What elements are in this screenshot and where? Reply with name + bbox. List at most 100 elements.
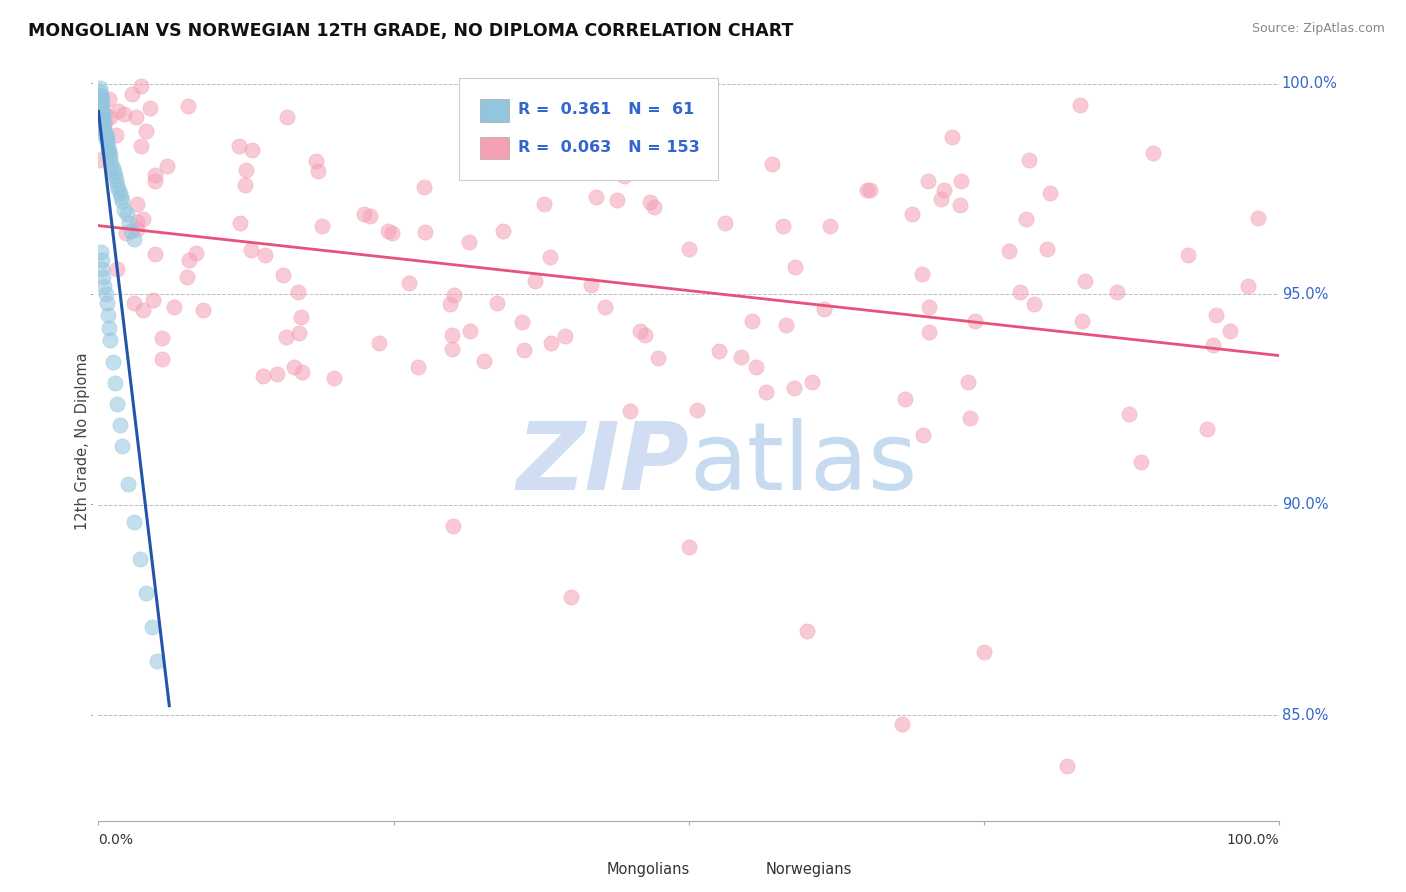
Point (441, 518, 464, 533)
Point (311, 219, 333, 234)
Point (96, 131, 118, 145)
Point (283, 360, 305, 375)
Point (276, 330, 298, 344)
Point (643, 200, 665, 214)
Point (934, 183, 956, 197)
Point (1039, 186, 1062, 200)
Point (97, 139, 120, 153)
Point (305, 153, 328, 168)
Point (96, 136, 118, 150)
Point (619, 404, 641, 418)
Point (112, 202, 135, 217)
Point (122, 232, 145, 246)
Point (193, 302, 215, 317)
Point (486, 296, 509, 310)
Point (135, 124, 157, 138)
Point (949, 198, 972, 212)
Text: Source: ZipAtlas.com: Source: ZipAtlas.com (1251, 22, 1385, 36)
Point (104, 169, 127, 184)
Point (150, 330, 173, 344)
Point (91, 97, 114, 112)
Point (98, 92, 121, 106)
Text: 100.0%: 100.0% (1227, 833, 1279, 847)
Point (125, 111, 148, 125)
Point (131, 212, 153, 227)
Point (1074, 274, 1097, 288)
Point (90, 93, 112, 107)
Point (94, 127, 117, 141)
Point (98, 334, 121, 348)
Point (139, 101, 162, 115)
Point (647, 351, 669, 365)
Point (127, 215, 149, 229)
Point (1069, 97, 1091, 112)
Point (613, 169, 636, 183)
Point (163, 300, 186, 314)
Point (91, 114, 114, 128)
Point (98, 153, 121, 167)
Text: R =  0.361   N =  61: R = 0.361 N = 61 (517, 102, 695, 117)
Point (156, 159, 179, 173)
Point (94, 131, 117, 145)
Point (91, 93, 114, 107)
Point (93, 123, 115, 137)
Point (111, 439, 134, 453)
Text: 85.0%: 85.0% (1282, 708, 1329, 723)
Point (101, 354, 124, 368)
Point (439, 297, 461, 311)
Point (290, 310, 312, 325)
Point (540, 336, 562, 351)
Point (91, 270, 114, 285)
Point (87, 153, 110, 167)
Point (911, 428, 934, 442)
Point (744, 359, 766, 374)
Point (569, 162, 592, 177)
Point (145, 247, 167, 261)
Point (634, 328, 657, 343)
Point (107, 182, 129, 196)
Point (628, 324, 651, 338)
Point (1237, 279, 1260, 293)
Point (91, 261, 114, 276)
Point (108, 186, 131, 200)
Point (177, 252, 200, 267)
Point (141, 620, 163, 634)
Point (98, 144, 121, 158)
Point (122, 515, 145, 529)
Point (129, 78, 152, 93)
Point (89, 85, 111, 99)
Point (377, 224, 399, 238)
Point (229, 216, 252, 230)
Text: MONGOLIAN VS NORWEGIAN 12TH GRADE, NO DIPLOMA CORRELATION CHART: MONGOLIAN VS NORWEGIAN 12TH GRADE, NO DI… (28, 22, 793, 40)
Point (118, 215, 141, 229)
Point (973, 645, 995, 659)
Point (105, 262, 128, 277)
Point (110, 190, 132, 204)
Point (115, 207, 138, 221)
Point (105, 128, 128, 142)
Point (91, 114, 114, 128)
Point (950, 174, 973, 188)
Point (741, 314, 763, 328)
Point (233, 178, 256, 193)
Point (121, 224, 143, 238)
Point (239, 243, 262, 257)
Point (443, 288, 465, 302)
Point (638, 194, 661, 209)
Text: 100.0%: 100.0% (1282, 76, 1337, 91)
Point (97, 308, 120, 322)
Point (772, 219, 794, 233)
Point (818, 219, 841, 233)
Point (1015, 212, 1038, 227)
Point (1201, 337, 1223, 351)
Point (1247, 211, 1270, 226)
Point (98, 148, 121, 162)
Text: 90.0%: 90.0% (1282, 497, 1329, 512)
Point (678, 540, 700, 554)
Text: 0.0%: 0.0% (98, 833, 134, 847)
Point (894, 392, 917, 406)
Point (142, 293, 165, 308)
Point (730, 351, 752, 365)
Point (1107, 285, 1129, 300)
Point (957, 375, 980, 389)
